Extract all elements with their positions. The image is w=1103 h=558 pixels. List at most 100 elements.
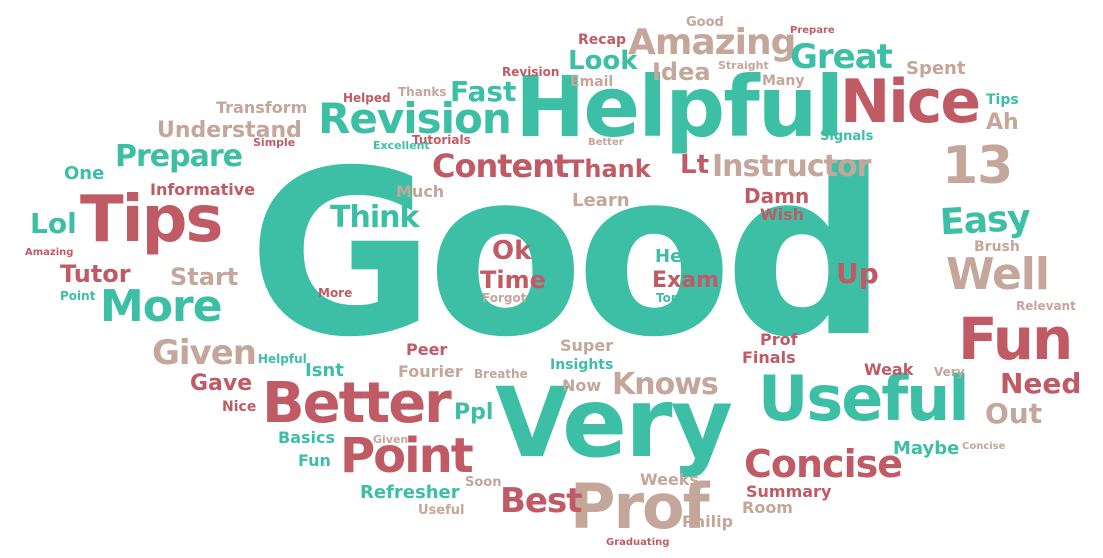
word-weak: Weak bbox=[864, 360, 914, 379]
word-excellent: Excellent bbox=[373, 139, 430, 152]
word-better: Better bbox=[262, 371, 452, 436]
word-idea: Idea bbox=[652, 58, 711, 86]
word-lt: Lt bbox=[680, 150, 709, 180]
word-many: Many bbox=[762, 73, 805, 89]
word-content: Content bbox=[432, 147, 569, 185]
word-finals: Finals bbox=[742, 348, 796, 367]
word-refresher: Refresher bbox=[360, 482, 460, 503]
word-learn: Learn bbox=[572, 190, 630, 211]
word-helpful-small: Helpful bbox=[258, 352, 307, 366]
word-prof: Prof bbox=[570, 470, 710, 543]
word-philip: Philip bbox=[682, 512, 734, 531]
word-soon: Soon bbox=[465, 475, 502, 490]
word-peer: Peer bbox=[406, 340, 448, 359]
word-relevant: Relevant bbox=[1016, 299, 1076, 313]
word-think: Think bbox=[330, 200, 419, 235]
word-well: Well bbox=[946, 249, 1050, 300]
word-given: Given bbox=[152, 333, 257, 373]
word-very: Very bbox=[495, 367, 733, 479]
word-tips-small: Tips bbox=[986, 92, 1019, 108]
word-time: Time bbox=[480, 266, 546, 294]
word-fourier: Fourier bbox=[398, 362, 463, 381]
word-out: Out bbox=[985, 397, 1043, 430]
word-very-small: Very bbox=[934, 365, 965, 379]
word-maybe: Maybe bbox=[893, 438, 960, 459]
word-13: 13 bbox=[942, 136, 1013, 196]
word-need: Need bbox=[1000, 367, 1082, 400]
word-exam: Exam bbox=[652, 268, 719, 293]
word-damn: Damn bbox=[744, 184, 810, 208]
word-super: Super bbox=[560, 336, 614, 355]
word-forgot: Forgot bbox=[482, 291, 527, 305]
word-useful-small: Useful bbox=[418, 503, 465, 518]
word-great: Great bbox=[790, 37, 893, 77]
word-lol: Lol bbox=[30, 207, 77, 240]
word-concise: Concise bbox=[744, 442, 903, 486]
word-thank: Thank bbox=[568, 155, 651, 183]
word-tutorials: Tutorials bbox=[412, 133, 471, 147]
word-ok: Ok bbox=[492, 236, 532, 266]
word-fun-small: Fun bbox=[298, 451, 331, 470]
word-breathe: Breathe bbox=[474, 367, 528, 381]
word-wish: Wish bbox=[760, 205, 805, 224]
word-helpful: Helpful bbox=[515, 58, 844, 156]
word-summary: Summary bbox=[746, 482, 832, 501]
word-signals: Signals bbox=[820, 129, 874, 144]
word-thanks: Thanks bbox=[398, 85, 447, 99]
word-ppl: Ppl bbox=[454, 400, 494, 425]
word-spent: Spent bbox=[906, 58, 966, 79]
word-graduating: Graduating bbox=[606, 537, 670, 548]
word-revision: Revision bbox=[318, 94, 512, 143]
word-basics: Basics bbox=[278, 428, 336, 447]
word-good: Good bbox=[248, 121, 888, 387]
word-insights: Insights bbox=[550, 357, 614, 373]
word-look: Look bbox=[568, 46, 638, 76]
word-better-small: Better bbox=[588, 137, 624, 148]
word-prepare: Prepare bbox=[115, 139, 243, 174]
word-more: More bbox=[100, 281, 223, 332]
word-up: Up bbox=[836, 257, 879, 290]
word-straight: Straight bbox=[718, 59, 769, 72]
word-weeks: Weeks bbox=[640, 470, 699, 489]
word-good-small: Good bbox=[686, 15, 724, 30]
word-brush: Brush bbox=[974, 239, 1020, 255]
word-ah: Ah bbox=[986, 110, 1019, 135]
word-email: Email bbox=[570, 74, 614, 90]
word-given-small: Given bbox=[373, 433, 409, 446]
word-one: One bbox=[64, 163, 105, 184]
word-transform: Transform bbox=[216, 98, 308, 117]
word-amazing-small: Amazing bbox=[25, 247, 74, 258]
word-more-small: More bbox=[318, 286, 353, 300]
word-start: Start bbox=[170, 263, 239, 291]
word-easy: Easy bbox=[938, 197, 1031, 244]
word-fun: Fun bbox=[958, 305, 1073, 373]
word-understand: Understand bbox=[157, 118, 302, 143]
word-concise-small: Concise bbox=[962, 441, 1006, 452]
word-nice: Nice bbox=[840, 67, 981, 137]
word-helps: Helps bbox=[655, 246, 713, 267]
word-point: Point bbox=[340, 428, 474, 484]
word-now: Now bbox=[562, 376, 602, 395]
word-much: Much bbox=[396, 182, 445, 201]
word-helped: Helped bbox=[343, 91, 391, 105]
word-amazing: Amazing bbox=[628, 22, 796, 63]
word-revision-small: Revision bbox=[502, 65, 560, 79]
word-useful: Useful bbox=[758, 362, 970, 435]
word-point-small: Point bbox=[60, 289, 96, 303]
word-fast: Fast bbox=[450, 75, 517, 108]
word-isnt: Isnt bbox=[305, 360, 344, 381]
word-informative: Informative bbox=[150, 180, 256, 199]
word-room: Room bbox=[742, 498, 793, 517]
word-tips: Tips bbox=[80, 183, 223, 257]
word-best: Best bbox=[500, 481, 582, 521]
word-prof-small: Prof bbox=[760, 330, 798, 349]
word-knows: Knows bbox=[612, 367, 719, 402]
word-gave: Gave bbox=[190, 371, 253, 396]
word-recap: Recap bbox=[578, 32, 627, 48]
word-simple: Simple bbox=[253, 136, 296, 149]
word-instructor: Instructor bbox=[712, 149, 871, 184]
word-nice-small: Nice bbox=[222, 399, 257, 415]
word-topics: Topics bbox=[656, 291, 698, 305]
word-tutor: Tutor bbox=[60, 260, 131, 288]
